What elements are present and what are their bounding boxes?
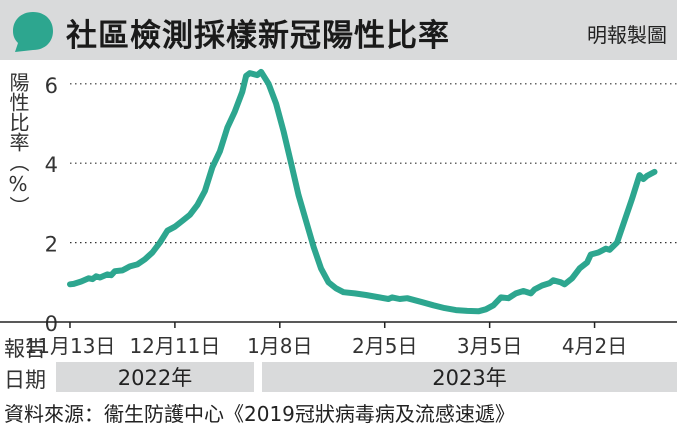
y-tick-label: 2 [45,233,58,257]
y-tick-label: 6 [45,74,58,98]
year-band-2022: 2022年 [56,362,254,392]
data-source-note: 資料來源：衞生防護中心《2019冠狀病毒病及流感速遞》 [4,402,515,426]
x-tick-label: 12月11日 [129,334,220,358]
year-band-2023: 2023年 [262,362,677,392]
publisher-tag: 明報製圖 [587,23,667,47]
x-axis-title-line1: 報告 [4,337,46,361]
x-tick-label: 11月13日 [25,334,116,358]
x-tick-label: 4月2日 [562,334,627,358]
y-tick-label: 0 [45,312,58,336]
chart-title: 社區檢測採樣新冠陽性比率 [66,18,450,54]
chart-header: 社區檢測採樣新冠陽性比率 明報製圖 [0,0,677,60]
line-chart: 0 2 4 6 11月13日 12月11日 1月8日 2月5日 3月5日 4月2日 [0,68,677,358]
x-tick-label: 2月5日 [352,334,417,358]
x-tick-label: 1月8日 [247,334,312,358]
y-tick-label: 4 [45,153,58,177]
series-line [67,68,658,315]
y-axis-label: 陽性比率（%） [6,72,30,216]
x-tick-label: 3月5日 [457,334,522,358]
x-axis-title-line2: 日期 [4,368,46,392]
speech-bubble-icon [13,12,53,52]
